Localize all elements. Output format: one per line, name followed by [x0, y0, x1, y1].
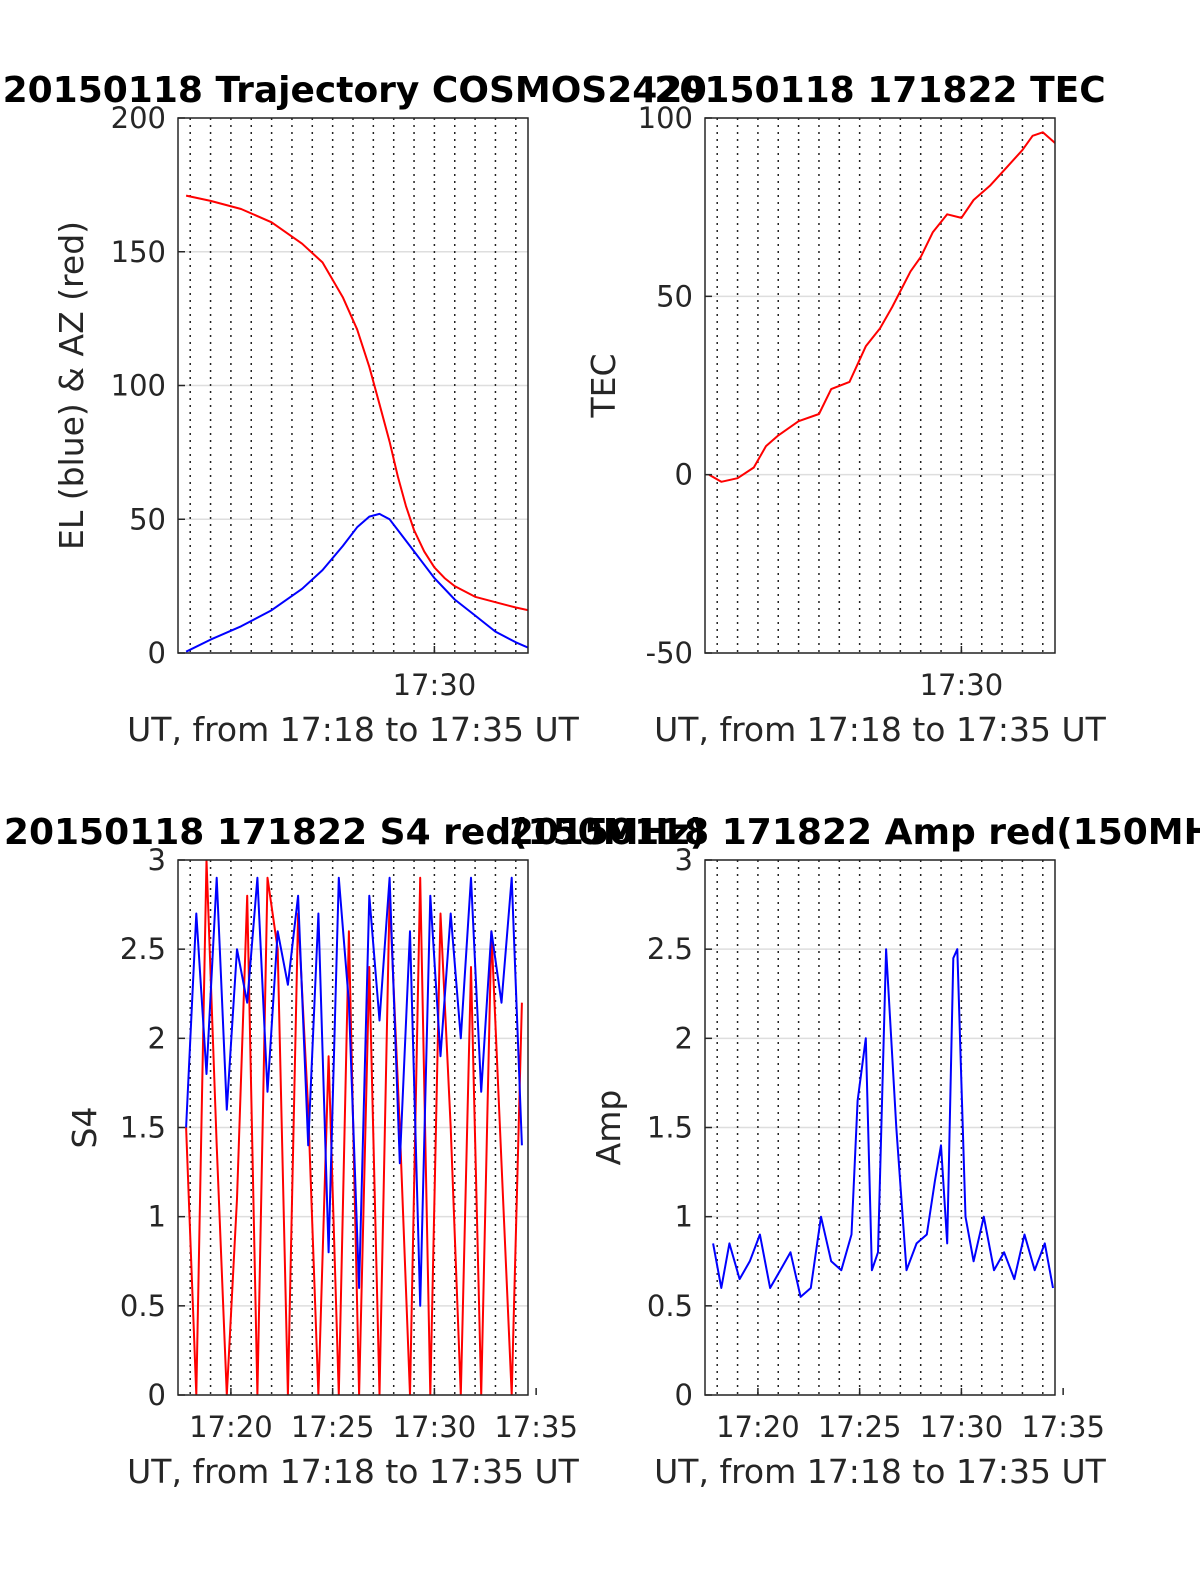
s4-chart: 0 0.5 1 1.5 2 2.5 3 17:20 17:25 17:30 17:35 UT, fro… [4, 812, 706, 1491]
x-tick-label: 17:35 [1021, 1410, 1105, 1444]
y-axis-label: EL (blue) & AZ (red) [52, 221, 91, 550]
y-tick-label: 200 [111, 101, 166, 135]
x-tick-label: 17:30 [920, 668, 1004, 702]
series-az-line [185, 194, 528, 612]
x-tick-label: 17:20 [189, 1410, 273, 1444]
x-axis-label: UT, from 17:18 to 17:35 UT [127, 1452, 580, 1491]
y-tick-label: 1 [675, 1200, 693, 1234]
y-axis-label: TEC [584, 353, 623, 418]
y-tick-label: 2 [148, 1021, 166, 1055]
y-tick-label: 1 [148, 1200, 166, 1234]
y-axis-label: Amp [589, 1090, 628, 1166]
chart-title: 20150118 171822 Amp red(150MHz) [509, 812, 1200, 853]
y-tick-label: 100 [638, 101, 693, 135]
y-tick-label: 2.5 [120, 932, 166, 966]
y-tick-label: 0 [148, 1378, 166, 1412]
trajectory-chart: 0 50 100 150 200 17:30 UT, from 17:18 to 17:35… [3, 70, 708, 749]
x-axis-label: UT, from 17:18 to 17:35 UT [654, 710, 1107, 749]
tec-chart: -50 0 50 100 17:30 UT, from 17:18 to 17:35 UT… [584, 70, 1107, 749]
x-tick-label: 17:20 [716, 1410, 800, 1444]
y-tick-label: 50 [656, 279, 693, 313]
chart-title: 20150118 171822 TEC [654, 70, 1105, 111]
series-tec-line [708, 131, 1055, 483]
chart-title: 20150118 Trajectory COSMOS2429 [3, 70, 708, 111]
y-tick-label: 3 [148, 843, 166, 877]
y-tick-label: 2.5 [647, 932, 693, 966]
series-amp-blue-line [712, 948, 1054, 1298]
y-tick-label: 0 [675, 1378, 693, 1412]
y-tick-label: 0.5 [647, 1289, 693, 1323]
x-tick-label: 17:25 [818, 1410, 902, 1444]
y-tick-label: 1.5 [647, 1111, 693, 1145]
series-el-line [185, 512, 528, 653]
y-tick-label: 2 [675, 1021, 693, 1055]
axes-box [704, 117, 1056, 654]
x-tick-label: 17:30 [920, 1410, 1004, 1444]
chart-title: 20150118 171822 S4 red(150MHz) [4, 812, 706, 853]
y-tick-label: 50 [129, 502, 166, 536]
y-tick-label: 150 [111, 235, 166, 269]
y-tick-label: 3 [675, 843, 693, 877]
y-tick-label: 0 [675, 458, 693, 492]
y-tick-label: -50 [646, 636, 693, 670]
y-tick-label: 0.5 [120, 1289, 166, 1323]
x-tick-label: 17:35 [494, 1410, 578, 1444]
series-s4-blue-line [185, 876, 523, 1307]
y-axis-label: S4 [65, 1107, 104, 1149]
y-tick-label: 0 [148, 636, 166, 670]
x-axis-label: UT, from 17:18 to 17:35 UT [127, 710, 580, 749]
x-tick-label: 17:30 [393, 668, 477, 702]
amp-chart: 0 0.5 1 1.5 2 2.5 3 17:20 17:25 17:30 17:35 UT, fro… [509, 812, 1200, 1491]
x-tick-label: 17:30 [393, 1410, 477, 1444]
x-tick-label: 17:25 [291, 1410, 375, 1444]
x-axis-label: UT, from 17:18 to 17:35 UT [654, 1452, 1107, 1491]
y-tick-label: 1.5 [120, 1111, 166, 1145]
y-tick-label: 100 [111, 369, 166, 403]
